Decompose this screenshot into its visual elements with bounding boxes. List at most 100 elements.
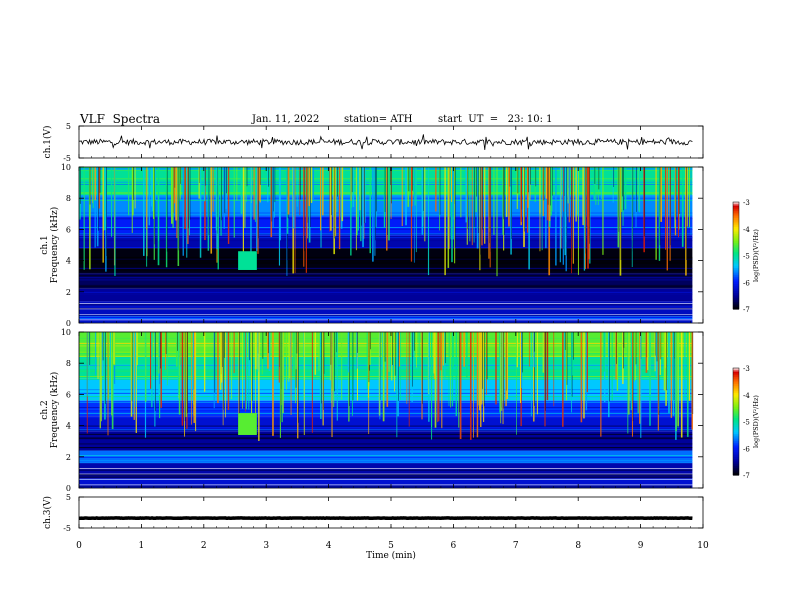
colorbar-segment <box>733 253 739 257</box>
y-axis-label: ch.3(V) <box>42 496 53 529</box>
colorbar-segment <box>733 255 739 258</box>
colorbar-segment <box>733 442 739 446</box>
colorbar-segment <box>733 307 739 310</box>
colorbar-segment <box>733 432 739 435</box>
colorbar-segment <box>733 368 739 371</box>
colorbar-segment <box>733 284 739 287</box>
colorbar-segment <box>733 218 739 221</box>
frequency-band-2 <box>79 288 693 302</box>
colorbar-segment <box>733 225 739 228</box>
colorbar-segment <box>733 385 739 389</box>
colorbar-tick-label: -6 <box>743 279 750 287</box>
colorbar-segment <box>733 446 739 449</box>
colorbar-segment <box>733 469 739 473</box>
colorbar-tick-label: -7 <box>743 306 750 314</box>
colorbar-segment <box>733 405 739 408</box>
colorbar-segment <box>733 398 739 401</box>
colorbar-segment <box>733 264 739 267</box>
colorbar-segment <box>733 248 739 251</box>
colorbar-segment <box>733 426 739 430</box>
x-axis-tick-label: 4 <box>326 541 332 551</box>
colorbar-segment <box>733 389 739 392</box>
colorbar-segment <box>733 266 739 269</box>
start-time-label: start UT = 23: 10: 1 <box>438 114 553 125</box>
colorbar-segment <box>733 298 739 301</box>
y-axis-ch1-tick-label: -5 <box>63 154 71 163</box>
colorbar-segment <box>733 416 739 419</box>
colorbar-segment <box>733 373 739 376</box>
colorbar-segment <box>733 392 739 396</box>
x-axis-tick-label: 10 <box>697 541 709 551</box>
signal-line-ch1 <box>78 134 693 150</box>
colorbar-tick-label: -4 <box>743 392 750 400</box>
colorbar-segment <box>733 271 739 274</box>
colorbar-segment <box>733 441 739 444</box>
colorbar-segment <box>733 296 739 299</box>
x-axis-tick-label: 3 <box>263 541 269 551</box>
colorbar-segment <box>733 371 739 374</box>
colorbar-segment <box>733 458 739 462</box>
colorbar-segment <box>733 380 739 383</box>
y-axis-ch1-tick-label: 10 <box>61 163 71 172</box>
colorbar-segment <box>733 384 739 387</box>
colorbar-segment <box>733 382 739 385</box>
y-axis-ch3-tick-label: 5 <box>66 493 71 502</box>
y-axis-ch1-tick-label: 0 <box>66 319 71 328</box>
colorbar-segment <box>733 401 739 405</box>
colorbar-segment <box>733 232 739 235</box>
colorbar-segment <box>733 439 739 442</box>
colorbar-segment <box>733 239 739 242</box>
colorbar-label: log(PSD)(V²/Hz) <box>752 395 760 448</box>
frequency-band-8 <box>79 332 693 357</box>
colorbar-segment <box>733 451 739 455</box>
colorbar-segment <box>733 400 739 403</box>
date-label: Jan. 11, 2022 <box>252 114 320 125</box>
colorbar-segment <box>733 228 739 232</box>
y-axis-ch1-tick-label: 5 <box>66 122 71 131</box>
colorbar-segment <box>733 267 739 271</box>
frequency-band-3 <box>79 431 693 451</box>
x-axis-tick-label: 2 <box>201 541 207 551</box>
colorbar-segment <box>733 455 739 458</box>
y-axis-ch1-tick-label: 8 <box>66 194 71 203</box>
colorbar-segment <box>733 300 739 303</box>
figure-title: VLF Spectra <box>80 112 161 126</box>
colorbar-segment <box>733 278 739 282</box>
colorbar-segment <box>733 243 739 246</box>
colorbar-segment <box>733 301 739 305</box>
frequency-band-8 <box>79 167 693 196</box>
colorbar-label: log(PSD)(V²/Hz) <box>752 229 760 282</box>
y-axis-ch2-tick-label: 2 <box>66 453 71 462</box>
colorbar-segment <box>733 221 739 224</box>
y-axis-ch2-tick-label: 6 <box>66 390 71 399</box>
colorbar-segment <box>733 214 739 217</box>
colorbar-segment <box>733 205 739 208</box>
colorbar-tick-label: -5 <box>743 419 750 427</box>
colorbar-segment <box>733 376 739 380</box>
colorbar-segment <box>733 275 739 278</box>
colorbar-segment <box>733 375 739 378</box>
colorbar-segment <box>733 419 739 423</box>
colorbar-segment <box>733 378 739 382</box>
colorbar-segment <box>733 425 739 428</box>
colorbar-segment <box>733 387 739 390</box>
colorbar-segment <box>733 410 739 414</box>
colorbar-segment <box>733 421 739 424</box>
x-axis-tick-label: 5 <box>388 541 394 551</box>
colorbar-segment <box>733 435 739 439</box>
y-axis-label: ch.2Frequency (kHz) <box>40 372 60 449</box>
colorbar-segment <box>733 202 739 205</box>
colorbar-segment <box>733 473 739 476</box>
y-axis-ch2-tick-label: 10 <box>61 328 71 337</box>
colorbar-tick-label: -3 <box>743 199 750 207</box>
y-axis-ch2-tick-label: 8 <box>66 359 71 368</box>
colorbar-segment <box>733 437 739 440</box>
frequency-band-4 <box>79 248 693 274</box>
x-axis-tick-label: 8 <box>575 541 581 551</box>
colorbar-segment <box>733 369 739 373</box>
colorbar-segment <box>733 448 739 451</box>
x-axis-tick-label: 7 <box>513 541 519 551</box>
colorbar-segment <box>733 453 739 456</box>
colorbar-tick-label: -4 <box>743 226 750 234</box>
